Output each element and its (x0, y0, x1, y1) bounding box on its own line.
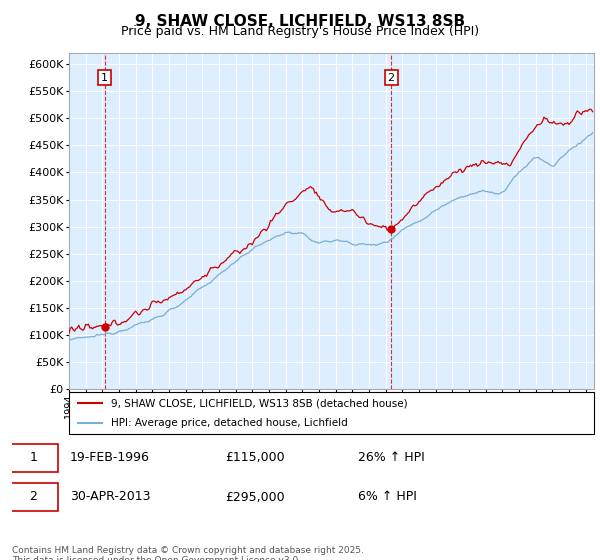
Text: £115,000: £115,000 (225, 451, 285, 464)
Text: HPI: Average price, detached house, Lichfield: HPI: Average price, detached house, Lich… (111, 418, 348, 428)
Text: 2: 2 (388, 73, 395, 82)
Text: £295,000: £295,000 (225, 491, 285, 503)
Text: 19-FEB-1996: 19-FEB-1996 (70, 451, 149, 464)
Text: Contains HM Land Registry data © Crown copyright and database right 2025.
This d: Contains HM Land Registry data © Crown c… (12, 546, 364, 560)
Text: 2: 2 (29, 491, 37, 503)
Text: 1: 1 (101, 73, 108, 82)
Text: 30-APR-2013: 30-APR-2013 (70, 491, 150, 503)
Text: 9, SHAW CLOSE, LICHFIELD, WS13 8SB (detached house): 9, SHAW CLOSE, LICHFIELD, WS13 8SB (deta… (111, 398, 407, 408)
FancyBboxPatch shape (9, 483, 58, 511)
Text: Price paid vs. HM Land Registry's House Price Index (HPI): Price paid vs. HM Land Registry's House … (121, 25, 479, 38)
Text: 9, SHAW CLOSE, LICHFIELD, WS13 8SB: 9, SHAW CLOSE, LICHFIELD, WS13 8SB (135, 14, 465, 29)
Text: 26% ↑ HPI: 26% ↑ HPI (358, 451, 424, 464)
Text: 6% ↑ HPI: 6% ↑ HPI (358, 491, 416, 503)
Text: 1: 1 (29, 451, 37, 464)
FancyBboxPatch shape (69, 392, 594, 434)
FancyBboxPatch shape (9, 444, 58, 472)
